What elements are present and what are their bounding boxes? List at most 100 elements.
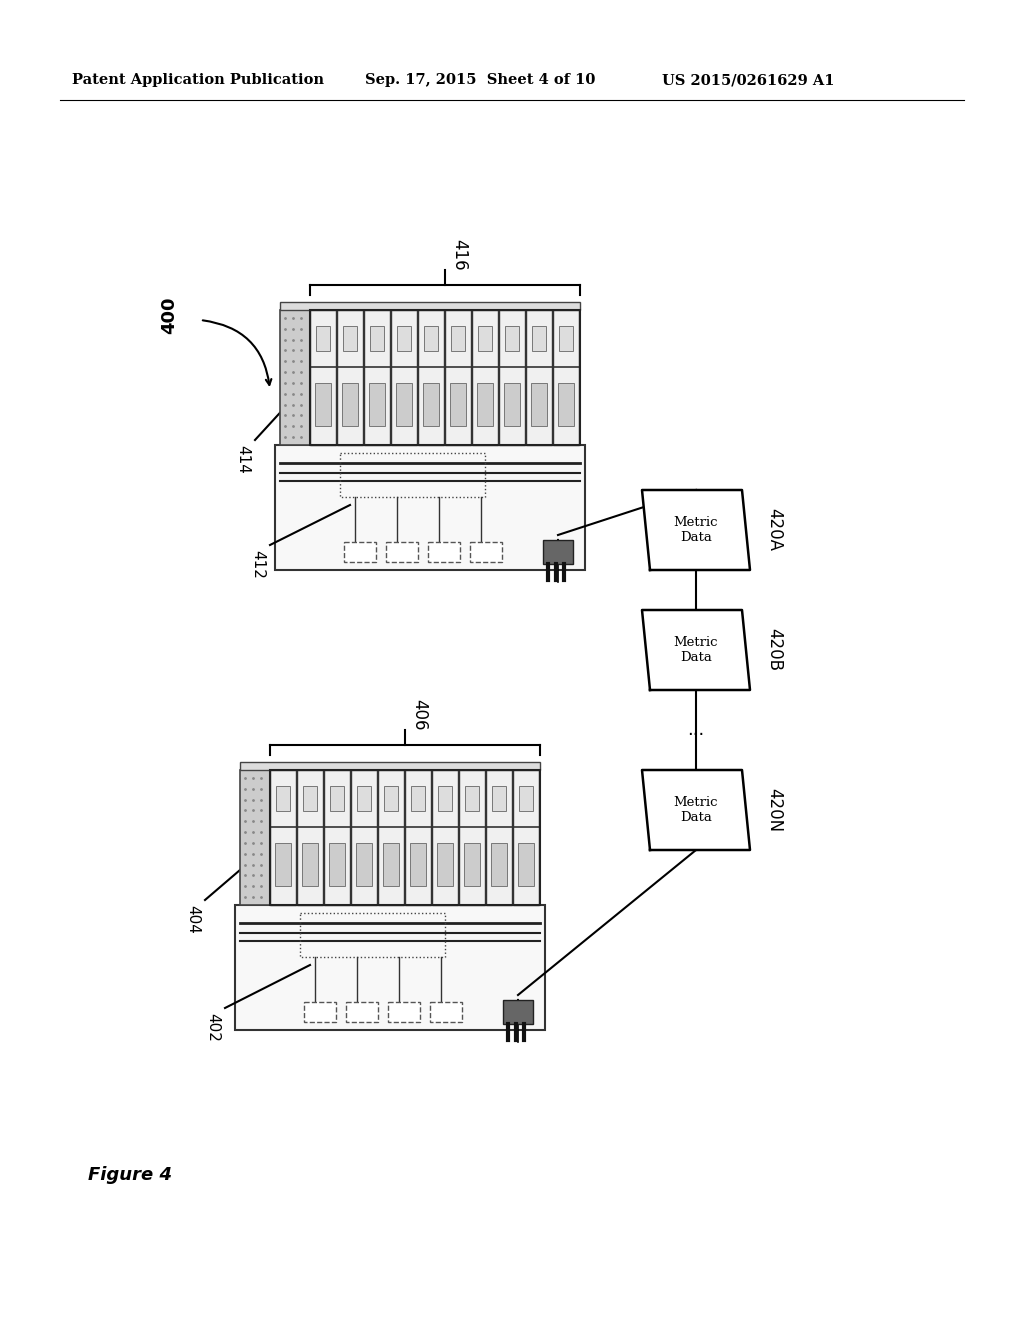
Bar [472, 310, 498, 445]
FancyBboxPatch shape [280, 310, 310, 445]
Bar [503, 1001, 534, 1024]
Bar [406, 770, 431, 906]
Bar [451, 326, 465, 351]
Bar [344, 543, 376, 562]
Bar [459, 770, 485, 906]
Bar [470, 543, 502, 562]
Text: Metric
Data: Metric Data [674, 796, 718, 824]
Bar [386, 543, 418, 562]
Text: 414: 414 [234, 445, 250, 474]
Bar [397, 326, 412, 351]
Bar [314, 383, 332, 426]
Bar [304, 1002, 336, 1022]
Bar [370, 326, 384, 351]
Bar [476, 383, 494, 426]
Bar [423, 383, 439, 426]
Text: 420A: 420A [765, 508, 783, 552]
Bar [384, 787, 398, 810]
Bar [391, 310, 417, 445]
Bar [517, 843, 535, 886]
Bar [428, 543, 460, 562]
Bar [324, 770, 350, 906]
Bar [519, 787, 534, 810]
Bar [301, 843, 318, 886]
Bar [478, 326, 493, 351]
FancyBboxPatch shape [240, 770, 270, 906]
Text: Patent Application Publication: Patent Application Publication [72, 73, 324, 87]
Bar [369, 383, 385, 426]
Bar [270, 770, 296, 906]
Bar [356, 787, 371, 810]
Bar [418, 310, 444, 445]
Bar [240, 762, 540, 770]
Bar [490, 843, 508, 886]
Bar [531, 326, 546, 351]
Bar [438, 787, 453, 810]
Bar [342, 383, 358, 426]
Bar [330, 787, 344, 810]
Bar [553, 310, 579, 445]
Polygon shape [642, 490, 750, 570]
Text: 406: 406 [410, 700, 428, 731]
Text: US 2015/0261629 A1: US 2015/0261629 A1 [662, 73, 835, 87]
Text: 420B: 420B [765, 628, 783, 672]
Bar [388, 1002, 420, 1022]
Bar [505, 326, 519, 351]
Bar [274, 843, 292, 886]
Bar [530, 383, 548, 426]
Bar [492, 787, 506, 810]
Bar [234, 906, 545, 1030]
Bar [499, 310, 525, 445]
Bar [337, 310, 362, 445]
Bar [383, 843, 399, 886]
Bar [395, 383, 413, 426]
Bar [297, 770, 323, 906]
Bar [340, 453, 485, 498]
Bar [329, 843, 345, 886]
Text: 402: 402 [205, 1012, 220, 1041]
Text: Figure 4: Figure 4 [88, 1166, 172, 1184]
Bar [543, 540, 573, 564]
Bar [270, 770, 540, 906]
Bar [557, 383, 574, 426]
Bar [486, 770, 512, 906]
Text: Sep. 17, 2015  Sheet 4 of 10: Sep. 17, 2015 Sheet 4 of 10 [365, 73, 595, 87]
Text: 420N: 420N [765, 788, 783, 832]
Bar [526, 310, 552, 445]
Bar [351, 770, 377, 906]
Bar [424, 326, 438, 351]
Bar [280, 302, 580, 310]
Text: 412: 412 [250, 550, 265, 579]
Text: 416: 416 [450, 239, 468, 271]
Bar [364, 310, 390, 445]
Bar [411, 787, 425, 810]
Bar [300, 913, 445, 957]
Bar [430, 1002, 462, 1022]
Bar [513, 770, 539, 906]
Bar [378, 770, 404, 906]
Bar [310, 310, 336, 445]
Bar [310, 310, 580, 445]
Bar [432, 770, 458, 906]
Polygon shape [642, 770, 750, 850]
Bar [436, 843, 454, 886]
Bar [450, 383, 467, 426]
Bar [315, 326, 330, 351]
Bar [410, 843, 426, 886]
Bar [355, 843, 373, 886]
Bar [343, 326, 357, 351]
Text: Metric
Data: Metric Data [674, 636, 718, 664]
Text: Metric
Data: Metric Data [674, 516, 718, 544]
Bar [303, 787, 317, 810]
Bar [275, 445, 585, 570]
Text: ...: ... [687, 721, 705, 739]
Bar [346, 1002, 378, 1022]
Bar [275, 787, 290, 810]
Polygon shape [642, 610, 750, 690]
Bar [464, 843, 480, 886]
Bar [445, 310, 471, 445]
Bar [465, 787, 479, 810]
Text: 404: 404 [185, 906, 200, 933]
Text: 400: 400 [160, 296, 178, 334]
Bar [504, 383, 520, 426]
